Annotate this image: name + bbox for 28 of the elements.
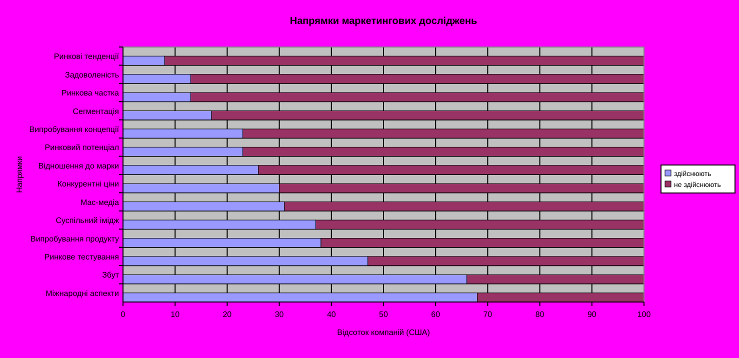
x-tick-label: 70 xyxy=(483,310,493,319)
y-tick-label: Випробування концепції xyxy=(29,124,120,134)
y-tick-label: Ринковий потенціал xyxy=(44,143,120,152)
x-tick-label: 100 xyxy=(637,310,652,319)
x-tick-label: 30 xyxy=(274,310,284,319)
y-tick-label: Відношення до марки xyxy=(38,161,119,170)
chart-title: Напрямки маркетингових досліджень xyxy=(290,16,478,27)
y-tick-label: Випробування продукту xyxy=(30,234,119,244)
x-tick-label: 60 xyxy=(431,310,441,319)
y-axis-title: Напрямки xyxy=(15,156,24,193)
x-tick-label: 20 xyxy=(222,310,232,319)
y-tick-label: Збут xyxy=(102,270,120,280)
x-tick-label: 50 xyxy=(379,310,388,319)
x-tick-label: 40 xyxy=(326,310,336,319)
x-tick-label: 80 xyxy=(535,310,545,319)
y-tick-label: Задоволеність xyxy=(65,70,119,80)
x-tick-label: 10 xyxy=(170,310,180,319)
x-tick-label: 90 xyxy=(587,310,597,319)
y-tick-label: Мас-медіа xyxy=(80,198,120,207)
y-tick-label: Конкурентні ціни xyxy=(57,180,119,189)
y-tick-label: Ринкові тенденції xyxy=(54,52,120,62)
y-tick-label: Сегментація xyxy=(72,106,119,116)
y-tick-label: Суспільний імідж xyxy=(56,216,120,226)
y-tick-label: Міжнародні аспекти xyxy=(46,288,119,298)
y-tick-label: Ринкове тестування xyxy=(44,252,119,262)
y-tick-label: Ринкова частка xyxy=(62,88,120,98)
x-axis-title: Відсоток компаній (США) xyxy=(337,328,430,337)
x-tick-label: 0 xyxy=(120,310,126,319)
